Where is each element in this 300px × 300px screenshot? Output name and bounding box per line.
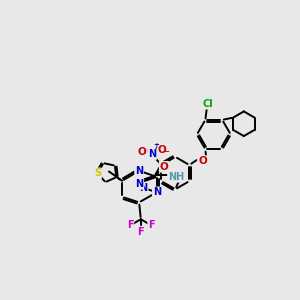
Text: Cl: Cl xyxy=(202,99,213,109)
Text: N: N xyxy=(148,149,156,159)
Text: F: F xyxy=(127,220,134,230)
Text: −: − xyxy=(162,147,169,156)
Text: N: N xyxy=(135,166,143,176)
Text: S: S xyxy=(94,168,101,178)
Text: O: O xyxy=(158,145,167,154)
Text: O: O xyxy=(198,156,207,166)
Text: F: F xyxy=(148,220,155,230)
Text: +: + xyxy=(153,142,159,148)
Text: F: F xyxy=(137,226,144,237)
Text: N: N xyxy=(140,183,148,193)
Text: N: N xyxy=(153,187,161,197)
Text: O: O xyxy=(160,162,169,172)
Text: O: O xyxy=(138,147,146,157)
Text: N: N xyxy=(135,179,143,189)
Text: NH: NH xyxy=(168,172,184,182)
